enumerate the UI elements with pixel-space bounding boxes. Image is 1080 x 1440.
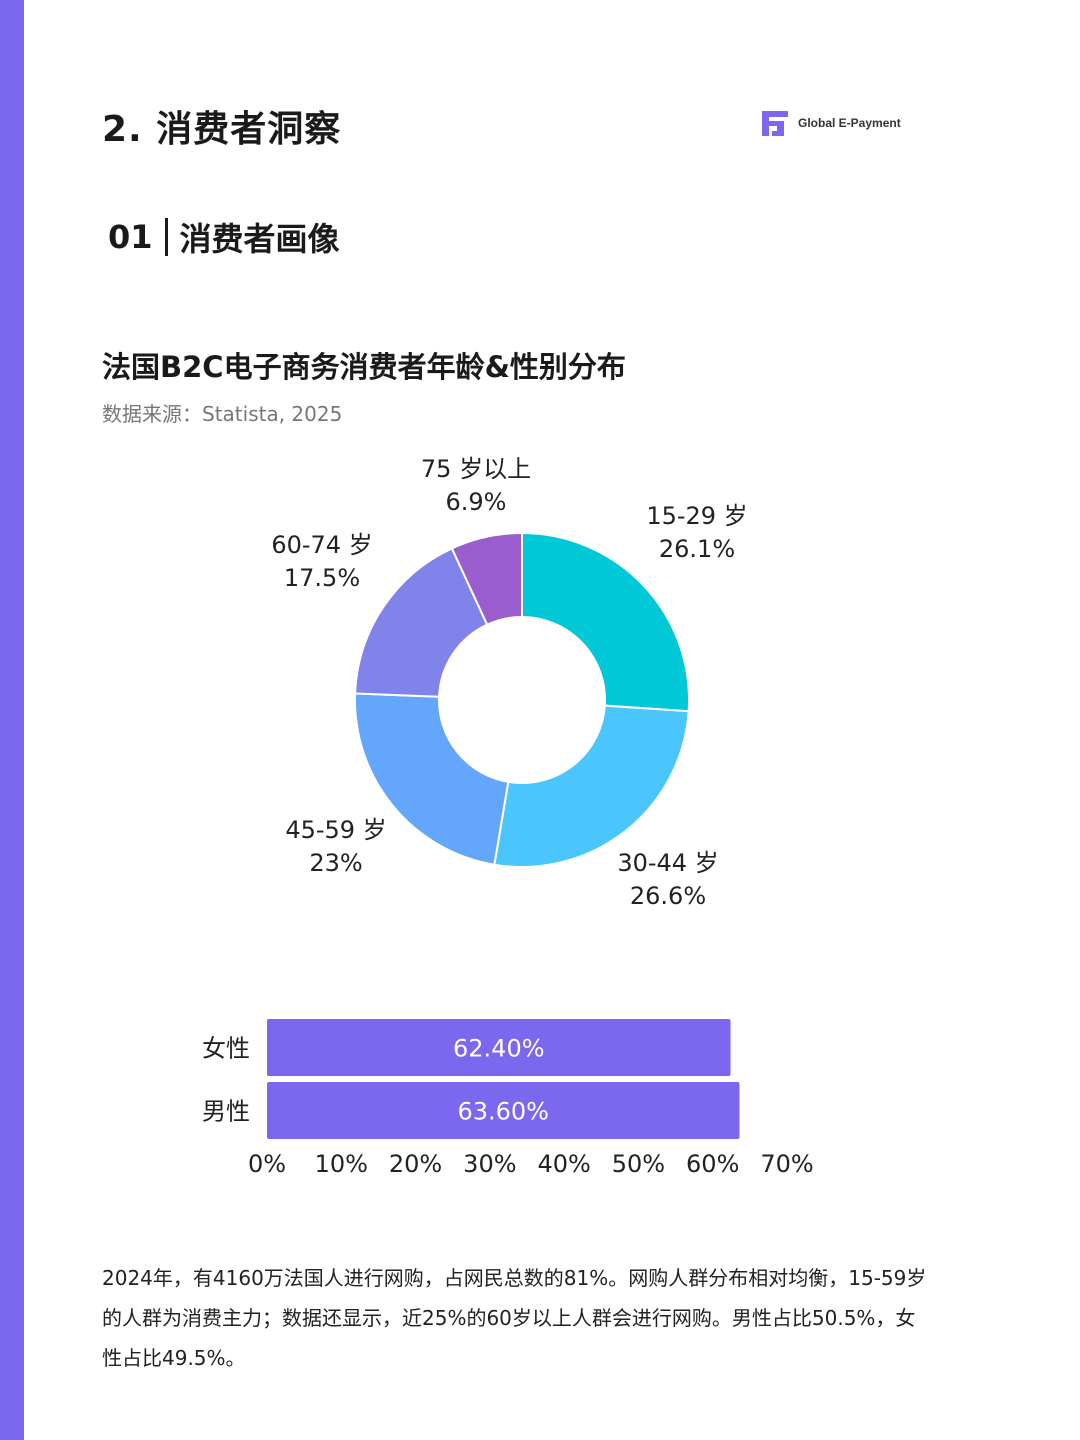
brand-name: Global E-Payment bbox=[798, 116, 901, 130]
slice-category-label: 15-29 岁 bbox=[646, 502, 747, 530]
chart-title: 法国B2C电子商务消费者年龄&性别分布 bbox=[102, 350, 626, 384]
slice-value-label: 6.9% bbox=[446, 488, 507, 516]
x-tick-label: 40% bbox=[537, 1150, 590, 1178]
accent-side-bar bbox=[0, 0, 24, 1440]
slice-value-label: 26.1% bbox=[659, 535, 735, 563]
donut-slice bbox=[450, 531, 523, 626]
bar-category-label: 女性 bbox=[202, 1035, 250, 1063]
x-tick-label: 0% bbox=[248, 1150, 286, 1178]
x-tick-label: 10% bbox=[315, 1150, 368, 1178]
age-donut-chart: 15-29 岁 26.1% 30-44 岁 26.6% 45-59 岁 23% 60-74 … bbox=[271, 455, 747, 910]
bar-value-label: 63.60% bbox=[457, 1098, 549, 1126]
slice-value-label: 26.6% bbox=[630, 882, 706, 910]
chart-source: 数据来源：Statista, 2025 bbox=[102, 402, 343, 426]
gender-bar bbox=[267, 1082, 740, 1139]
slice-category-label: 30-44 岁 bbox=[617, 849, 718, 877]
donut-slice bbox=[354, 692, 510, 866]
x-tick-label: 60% bbox=[686, 1150, 739, 1178]
slice-category-label: 45-59 岁 bbox=[285, 816, 386, 844]
brand: Global E-Payment bbox=[760, 108, 901, 138]
subsection-title: 01 消费者画像 bbox=[108, 214, 340, 260]
x-tick-label: 30% bbox=[463, 1150, 516, 1178]
donut-slice bbox=[521, 531, 690, 713]
gender-bar-chart: 女性 62.40% 男性 63.60% 0% 10% 20% 30% 40% 50% 60% 70% bbox=[202, 1019, 814, 1178]
x-tick-label: 50% bbox=[612, 1150, 665, 1178]
slice-category-label: 60-74 岁 bbox=[271, 531, 372, 559]
donut-slice bbox=[354, 547, 489, 698]
subsection-label: 消费者画像 bbox=[179, 220, 340, 258]
slice-category-label: 75 岁以上 bbox=[421, 455, 531, 483]
bar-value-label: 62.40% bbox=[453, 1035, 545, 1063]
subsection-divider bbox=[164, 218, 168, 256]
gender-bar bbox=[267, 1019, 731, 1076]
subsection-number: 01 bbox=[108, 218, 153, 256]
slice-value-label: 23% bbox=[309, 849, 362, 877]
donut-slice bbox=[493, 704, 690, 868]
summary-paragraph: 2024年，有4160万法国人进行网购，占网民总数的81%。网购人群分布相对均衡… bbox=[102, 1266, 927, 1370]
gep-logo-icon bbox=[762, 111, 788, 136]
section-title: 2. 消费者洞察 bbox=[102, 109, 342, 150]
x-tick-label: 70% bbox=[760, 1150, 813, 1178]
x-tick-label: 20% bbox=[389, 1150, 442, 1178]
bar-category-label: 男性 bbox=[202, 1098, 250, 1126]
slice-value-label: 17.5% bbox=[284, 564, 360, 592]
